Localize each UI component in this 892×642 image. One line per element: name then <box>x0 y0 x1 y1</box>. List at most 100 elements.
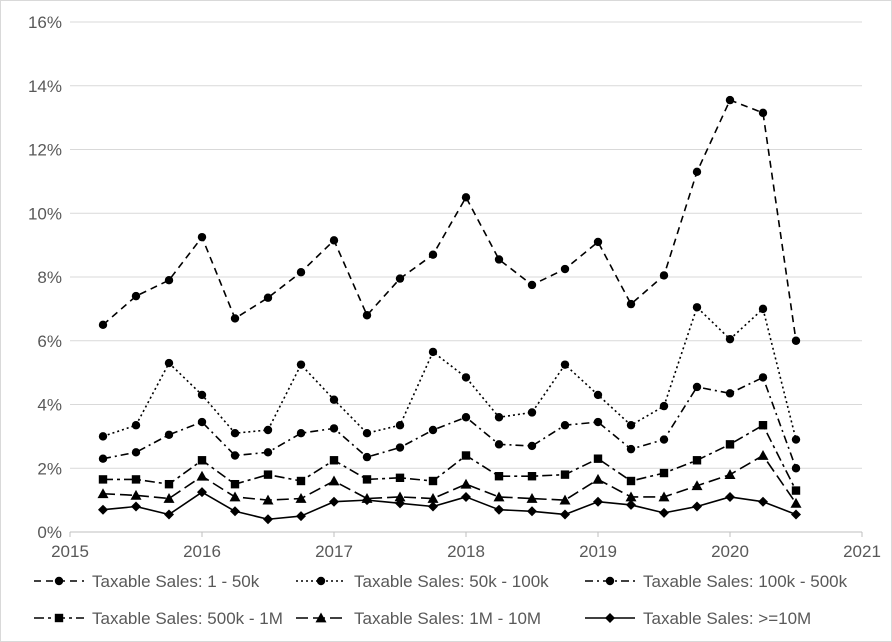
data-point <box>692 167 702 177</box>
y-tick-label: 6% <box>37 332 62 351</box>
data-point <box>329 496 339 507</box>
data-point <box>725 389 735 398</box>
data-point <box>626 476 636 486</box>
legend-swatch-marker <box>54 576 64 586</box>
data-point <box>560 360 570 369</box>
data-point <box>229 491 241 502</box>
legend-swatch-marker <box>605 576 615 586</box>
data-point <box>131 501 141 512</box>
data-point <box>526 493 538 503</box>
legend: Taxable Sales: 1 - 50k Taxable Sales: 50k… <box>34 572 848 628</box>
data-point <box>725 95 735 105</box>
data-point <box>460 478 472 489</box>
data-point <box>494 255 504 264</box>
data-point <box>560 264 570 274</box>
data-point <box>790 497 802 508</box>
data-point <box>230 451 240 460</box>
data-point <box>461 373 471 382</box>
data-point <box>692 456 702 465</box>
data-point <box>626 421 636 430</box>
data-point <box>131 291 141 301</box>
data-point <box>197 390 207 400</box>
data-point <box>197 232 207 242</box>
data-point <box>758 496 768 507</box>
data-point <box>493 491 505 502</box>
data-point <box>163 493 175 503</box>
x-tick-label: 2017 <box>315 542 353 561</box>
legend-item: Taxable Sales: 1M - 10M <box>296 609 541 628</box>
data-point <box>329 424 339 433</box>
legend-swatch-marker <box>315 612 327 623</box>
data-point <box>394 491 406 502</box>
y-tick-label: 0% <box>37 523 62 542</box>
data-point <box>428 347 438 357</box>
series-6 <box>98 487 801 525</box>
series-3 <box>98 373 801 473</box>
data-point <box>692 303 702 312</box>
data-point <box>296 428 306 438</box>
legend-label: Taxable Sales: >=10M <box>643 609 811 628</box>
x-tick-label: 2021 <box>843 542 881 561</box>
data-point <box>593 390 603 400</box>
data-point <box>263 448 273 457</box>
data-point <box>559 494 571 505</box>
data-point <box>428 425 438 435</box>
data-point <box>395 473 405 483</box>
legend-item: Taxable Sales: 50k - 100k <box>296 572 549 591</box>
data-point <box>329 236 339 245</box>
data-point <box>230 506 240 517</box>
data-point <box>758 421 768 430</box>
data-point <box>98 504 108 515</box>
series-4 <box>98 421 801 495</box>
data-point <box>164 479 174 489</box>
data-point <box>494 504 504 515</box>
data-point <box>329 456 339 465</box>
data-point <box>197 456 207 465</box>
data-point <box>691 480 703 491</box>
data-point <box>230 428 240 438</box>
data-point <box>626 444 636 454</box>
data-point <box>593 237 603 247</box>
x-tick-label: 2015 <box>51 542 89 561</box>
data-point <box>395 443 405 452</box>
legend-swatch-marker <box>605 613 615 623</box>
series-2 <box>98 303 801 444</box>
legend-swatch-marker <box>54 613 64 623</box>
data-point <box>758 373 768 382</box>
data-point <box>658 491 670 502</box>
data-point <box>659 468 669 478</box>
data-point <box>626 299 636 309</box>
data-point <box>593 454 603 463</box>
y-tick-label: 14% <box>28 77 62 96</box>
data-point <box>626 499 636 510</box>
data-point <box>494 413 504 422</box>
y-tick-label: 10% <box>28 204 62 223</box>
x-tick-label: 2020 <box>711 542 749 561</box>
data-point <box>692 501 702 512</box>
data-point <box>725 334 735 344</box>
data-point <box>527 441 537 451</box>
data-point <box>791 464 801 473</box>
data-point <box>593 417 603 427</box>
data-point <box>758 108 768 118</box>
data-point <box>428 476 438 486</box>
series-1 <box>98 95 801 345</box>
data-point <box>659 271 669 280</box>
series-line <box>103 424 797 491</box>
x-tick-label: 2019 <box>579 542 617 561</box>
data-point <box>625 491 637 502</box>
data-point <box>196 470 208 481</box>
data-point <box>362 475 372 484</box>
data-point <box>362 452 372 462</box>
data-point <box>97 488 109 499</box>
data-point <box>560 421 570 430</box>
legend-label: Taxable Sales: 500k - 1M <box>92 609 283 628</box>
legend-label: Taxable Sales: 50k - 100k <box>354 572 549 591</box>
data-point <box>428 250 438 259</box>
data-point <box>791 509 801 520</box>
data-point <box>560 470 570 479</box>
series-line <box>102 376 797 469</box>
data-point <box>197 487 207 498</box>
